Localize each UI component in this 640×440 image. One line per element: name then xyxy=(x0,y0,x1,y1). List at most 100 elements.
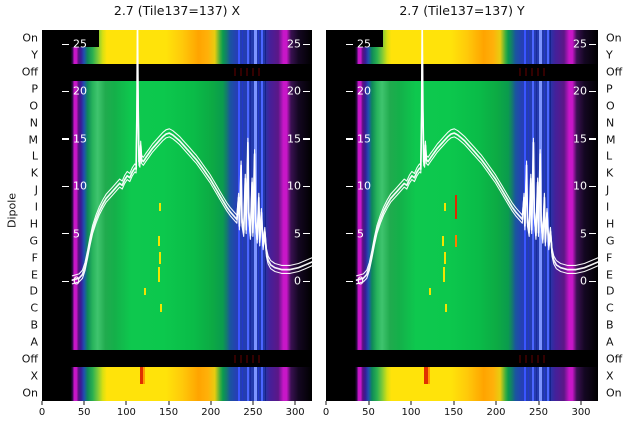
row-label-e: E xyxy=(606,268,613,282)
row-label-a: A xyxy=(606,335,614,349)
heatmap-row-f xyxy=(42,249,312,267)
row-label-g: G xyxy=(29,234,38,248)
row-label-off: Off xyxy=(606,65,623,79)
overlay-tick xyxy=(589,280,596,282)
overlay-axis-ticks: 25 25 20 20 15 15 10 10 5 5 0 0 xyxy=(326,30,598,401)
overlay-tick-label: 0 xyxy=(73,274,80,288)
heatmap-row-off xyxy=(42,350,312,368)
blue-streak xyxy=(242,30,244,401)
overlay-tick-label: 0 xyxy=(357,274,364,288)
heatmap-row-on xyxy=(326,30,598,47)
heatmap-row-off xyxy=(326,63,598,81)
heatmap-row-n xyxy=(42,114,312,132)
x-tick xyxy=(368,401,369,405)
blue-streak xyxy=(550,30,552,401)
x-tick xyxy=(495,401,497,405)
row-label-off: Off xyxy=(21,65,38,79)
row-label-e: E xyxy=(31,268,38,282)
overlay-tick-label: 15 xyxy=(357,132,371,146)
overlay-tick xyxy=(303,233,310,235)
x-tick xyxy=(83,401,85,405)
row-label-c: C xyxy=(606,301,614,315)
row-label-off: Off xyxy=(21,352,38,366)
row-label-l: L xyxy=(606,149,613,163)
overlay-tick xyxy=(589,138,596,140)
overlay-tick xyxy=(589,43,596,45)
x-axis-left: 0 50 100 150 200 250 300 xyxy=(39,401,312,425)
overlay-tick-label: 20 xyxy=(357,84,371,98)
blue-streak xyxy=(527,30,529,401)
x-tick-label: 200 xyxy=(486,407,506,418)
row-label-on: On xyxy=(22,31,38,45)
heatmap-row-p xyxy=(42,80,312,98)
overlay-tick xyxy=(346,43,353,45)
overlay-tick-label: 25 xyxy=(73,37,87,51)
overlay-tick-label: 0 xyxy=(580,274,587,288)
row-label-f: F xyxy=(606,251,613,265)
x-tick-label: 150 xyxy=(159,407,179,418)
overlay-tick-label: 20 xyxy=(73,84,87,98)
heatmap-row-l xyxy=(326,148,598,165)
overlay-tick-label: 5 xyxy=(357,227,364,241)
overlay-tick xyxy=(62,185,69,188)
row-label-g: G xyxy=(606,234,615,248)
overlay-tick xyxy=(346,280,353,282)
x-tick-label: 300 xyxy=(285,407,305,418)
artifact-marks xyxy=(42,30,312,401)
heatmap-row-n xyxy=(326,114,598,132)
x-tick xyxy=(252,401,254,405)
heatmap-row-e xyxy=(326,266,598,283)
row-label-i: I xyxy=(606,200,610,214)
x-tick-label: 50 xyxy=(77,407,91,418)
overlay-tick xyxy=(346,138,353,140)
blue-streak xyxy=(246,30,249,401)
row-labels-right: On Y Off P O N M L K J I H G F E D C B A Off X On xyxy=(604,30,638,401)
x-tick xyxy=(538,401,539,405)
heatmap-row-a xyxy=(326,333,598,351)
overlay-tick-label: 10 xyxy=(287,179,301,193)
row-label-o: O xyxy=(606,99,615,113)
heatmap-row-k xyxy=(42,164,312,182)
row-label-on: On xyxy=(606,386,622,400)
heatmap-row-k xyxy=(326,164,598,182)
overlay-tick xyxy=(589,185,596,188)
heatmap-row-x xyxy=(42,367,312,385)
x-tick-label: 150 xyxy=(443,407,464,418)
row-label-n: N xyxy=(29,116,38,130)
x-tick xyxy=(453,401,454,405)
x-axis-right: 0 50 100 150 200 250 300 xyxy=(323,401,598,425)
x-tick-label: 200 xyxy=(201,407,221,418)
artifact-mark xyxy=(144,288,147,295)
heatmap-row-on xyxy=(42,30,312,47)
overlay-tick-label: 15 xyxy=(287,132,301,146)
overlay-tick-label: 0 xyxy=(294,274,301,288)
row-label-p: P xyxy=(31,82,38,96)
heatmap-row-o xyxy=(326,97,598,115)
artifact-mark xyxy=(160,304,163,313)
x-tick-label: 250 xyxy=(243,407,263,418)
heatmap-row-on xyxy=(42,384,312,401)
blue-streak xyxy=(264,30,266,401)
heatmap-row-c xyxy=(326,299,598,317)
row-label-p: P xyxy=(606,82,613,96)
heatmap-row-g xyxy=(326,232,598,250)
artifact-mark xyxy=(444,251,447,264)
artifact-mark xyxy=(442,235,445,246)
overlay-tick-label: 10 xyxy=(573,179,587,193)
artifact-mark xyxy=(455,195,458,219)
artifact-mark xyxy=(158,266,161,283)
x-tick-label: 100 xyxy=(401,407,421,418)
heatmap-row-on xyxy=(326,384,598,401)
row-label-m: M xyxy=(606,133,616,147)
x-tick xyxy=(325,401,327,405)
overlay-tick xyxy=(303,280,310,282)
x-tick-label: 250 xyxy=(528,407,549,418)
row-label-j: J xyxy=(606,183,610,197)
artifact-mark xyxy=(444,202,447,212)
heatmap-row-x xyxy=(326,367,598,385)
heatmap-row-l xyxy=(42,148,312,165)
x-tick xyxy=(210,401,212,405)
blue-streak xyxy=(532,30,535,401)
overlay-tick-label: 10 xyxy=(357,179,371,193)
heatmap-row-off xyxy=(326,350,598,368)
